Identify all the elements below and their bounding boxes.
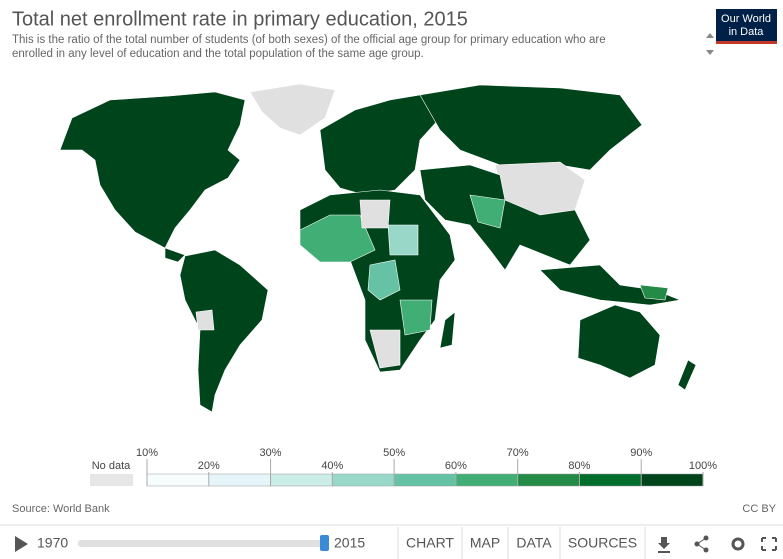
- legend-label: 20%: [198, 460, 220, 472]
- australia: [577, 304, 661, 379]
- legend-label: 90%: [630, 447, 652, 459]
- legend-label: 100%: [689, 460, 717, 472]
- legend-swatch: [146, 473, 210, 487]
- tab[interactable]: DATA: [516, 535, 552, 551]
- asia: [419, 164, 591, 271]
- license: CC BY: [742, 503, 776, 515]
- logo-text: Our World: [721, 13, 771, 25]
- legend-swatch: [270, 473, 333, 487]
- region: [639, 284, 669, 301]
- legend: No data 10% 20% 30% 40% 50% 60% 70% 80% 90% 100%: [90, 447, 717, 487]
- central-america: [164, 247, 186, 263]
- settings-icon[interactable]: [731, 537, 745, 551]
- download-icon[interactable]: [658, 537, 670, 553]
- legend-swatch: [393, 473, 457, 487]
- legend-swatch: [208, 473, 271, 487]
- legend-swatch: [640, 473, 704, 487]
- tab[interactable]: MAP: [470, 535, 500, 551]
- scroll-arrows[interactable]: [706, 33, 714, 55]
- north-america: [59, 91, 246, 249]
- timeline-handle[interactable]: [320, 535, 329, 551]
- legend-label: 70%: [507, 447, 529, 459]
- no-data-region: [369, 329, 401, 369]
- europe: [319, 94, 441, 196]
- region: [387, 224, 419, 256]
- timeline-track[interactable]: [78, 540, 328, 547]
- greenland: [249, 83, 336, 136]
- legend-label: 40%: [321, 460, 343, 472]
- legend-swatch: [579, 473, 642, 487]
- region: [367, 259, 401, 301]
- footer: 1970 2015 CHART MAP DATA SOURCES: [0, 524, 783, 559]
- legend-label: 50%: [383, 447, 405, 459]
- madagascar: [439, 311, 456, 349]
- map: [59, 83, 697, 413]
- legend-swatch: [517, 473, 580, 487]
- legend-label: 80%: [568, 460, 590, 472]
- region: [299, 214, 376, 263]
- region: [469, 194, 506, 229]
- play-button[interactable]: [15, 536, 28, 552]
- tab[interactable]: CHART: [406, 535, 454, 551]
- no-data-swatch: [90, 474, 133, 486]
- legend-label: 30%: [260, 447, 282, 459]
- no-data-region: [195, 309, 215, 331]
- title: Total net enrollment rate in primary edu…: [12, 8, 468, 30]
- new-zealand: [677, 359, 697, 391]
- source: Source: World Bank: [12, 503, 110, 515]
- end-year: 2015: [334, 535, 365, 551]
- legend-label: 60%: [445, 460, 467, 472]
- tab[interactable]: SOURCES: [568, 535, 637, 551]
- fullscreen-icon[interactable]: [761, 537, 777, 551]
- start-year: 1970: [37, 535, 68, 551]
- legend-label: No data: [92, 460, 131, 472]
- no-data-region: [359, 199, 391, 229]
- russia: [419, 84, 643, 171]
- subtitle: This is the ratio of the total number of…: [12, 34, 606, 46]
- south-america: [179, 249, 269, 413]
- logo[interactable]: Our World in Data: [716, 9, 777, 44]
- logo-text: in Data: [729, 26, 765, 38]
- legend-label: 10%: [136, 447, 158, 459]
- legend-swatch: [455, 473, 518, 487]
- legend-swatch: [332, 473, 395, 487]
- subtitle: enrolled in any level of education and t…: [12, 48, 424, 60]
- region: [399, 299, 433, 336]
- share-icon[interactable]: [694, 535, 709, 553]
